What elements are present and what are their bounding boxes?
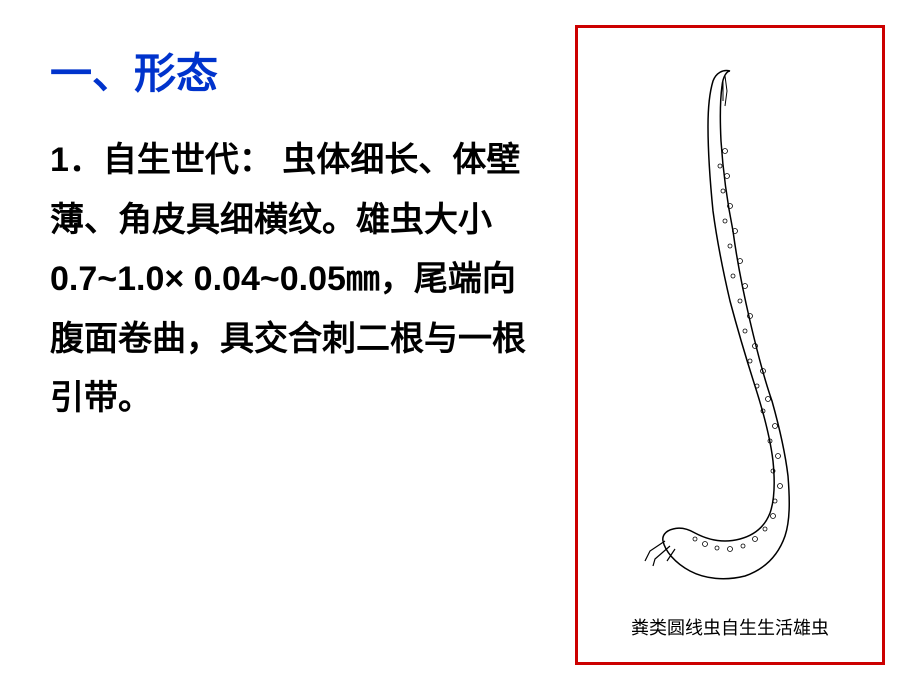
text-content-area: 一、形态 1．自生世代： 虫体细长、体壁薄、角皮具细横纹。雄虫大小 0.7~1.… (50, 40, 530, 429)
section-heading: 一、形态 (50, 40, 530, 101)
body-paragraph: 1．自生世代： 虫体细长、体壁薄、角皮具细横纹。雄虫大小 0.7~1.0× 0.… (50, 131, 530, 429)
figure-frame: 粪类圆线虫自生生活雄虫 (575, 25, 885, 665)
figure-caption: 粪类圆线虫自生生活雄虫 (631, 614, 829, 640)
worm-illustration (595, 51, 865, 606)
